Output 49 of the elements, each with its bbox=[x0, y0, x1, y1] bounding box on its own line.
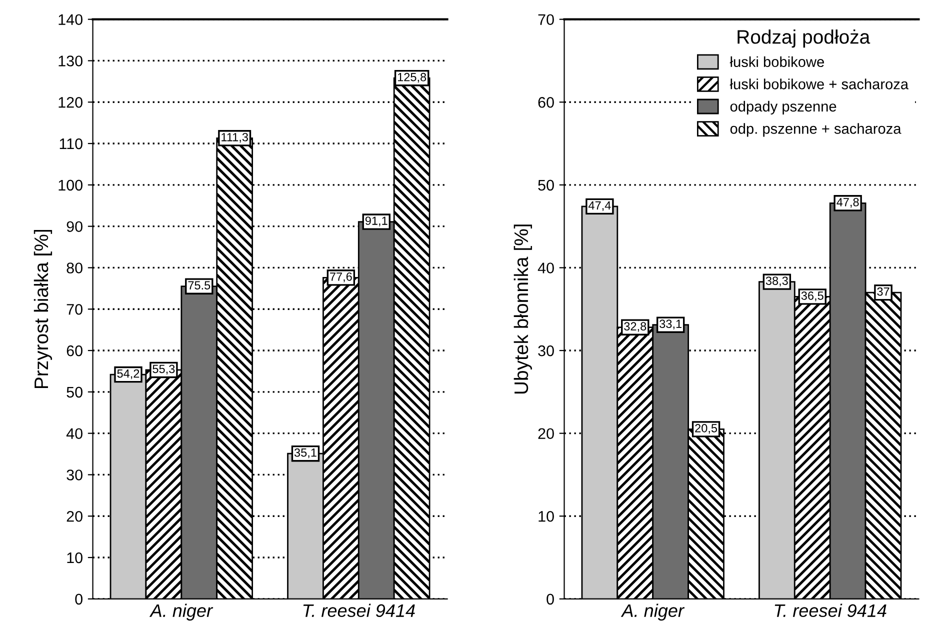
legend-label: odp. pszenne + sacharoza bbox=[730, 123, 902, 137]
y-tick-label: 140 bbox=[58, 14, 82, 26]
legend-label: łuski bobikowe bbox=[730, 56, 824, 68]
y-tick-label: 50 bbox=[538, 180, 554, 191]
y-tick-label: 0 bbox=[75, 594, 82, 605]
data-label: 20,5 bbox=[695, 424, 718, 434]
data-label: 38,3 bbox=[766, 276, 788, 286]
y-tick-label: 70 bbox=[538, 14, 554, 26]
y-tick-label: 110 bbox=[60, 138, 82, 150]
y-tick-label: 130 bbox=[58, 56, 82, 66]
y-tick-label: 30 bbox=[66, 470, 82, 480]
data-label: 47,8 bbox=[836, 198, 859, 208]
data-label: 75.5 bbox=[188, 281, 210, 290]
data-label: 55,3 bbox=[152, 364, 175, 375]
y-tick-label: 0 bbox=[546, 594, 554, 605]
y-tick-label: 80 bbox=[66, 262, 82, 274]
y-tick-label: 40 bbox=[66, 428, 82, 440]
y-tick-label: 20 bbox=[538, 428, 554, 440]
legend-label: łuski bobikowe + sacharoza bbox=[730, 78, 909, 90]
data-label: 125,8 bbox=[398, 72, 426, 83]
y-tick-label: 20 bbox=[66, 510, 82, 522]
y-tick-label: 90 bbox=[66, 221, 82, 232]
y-tick-label: 70 bbox=[66, 304, 82, 315]
data-label: 35,1 bbox=[294, 448, 316, 458]
y-tick-label: 50 bbox=[66, 386, 82, 398]
data-label: 47,4 bbox=[588, 201, 611, 212]
y-tick-label: 60 bbox=[538, 96, 554, 108]
data-label: 91,1 bbox=[365, 216, 388, 226]
data-label: 54,2 bbox=[117, 369, 140, 380]
y-tick-label: 60 bbox=[66, 345, 82, 356]
y-axis-title: Ubytek błonnika [%] bbox=[514, 224, 532, 394]
data-label: 32,8 bbox=[624, 322, 646, 332]
data-label: 36,5 bbox=[801, 292, 824, 302]
y-tick-label: 30 bbox=[538, 345, 554, 356]
y-tick-label: 10 bbox=[67, 552, 82, 564]
y-tick-label: 120 bbox=[58, 96, 82, 108]
data-label: 77,6 bbox=[330, 272, 352, 282]
x-tick-label: A. niger bbox=[149, 604, 214, 621]
y-axis-title: Przyrost białka [%] bbox=[34, 230, 52, 388]
y-tick-label: 10 bbox=[538, 510, 554, 522]
x-tick-label: T. reesei 9414 bbox=[303, 604, 415, 618]
legend-title: Rodzaj podłoża bbox=[738, 30, 870, 48]
y-tick-label: 100 bbox=[58, 180, 82, 191]
x-tick-label: T. reesei 9414 bbox=[774, 604, 886, 618]
x-tick-label: A. niger bbox=[620, 604, 685, 621]
y-tick-label: 40 bbox=[538, 262, 554, 274]
data-label: 33,1 bbox=[660, 320, 682, 330]
legend-label: odpady pszenne bbox=[730, 100, 836, 114]
data-label: 111,3 bbox=[222, 132, 248, 143]
